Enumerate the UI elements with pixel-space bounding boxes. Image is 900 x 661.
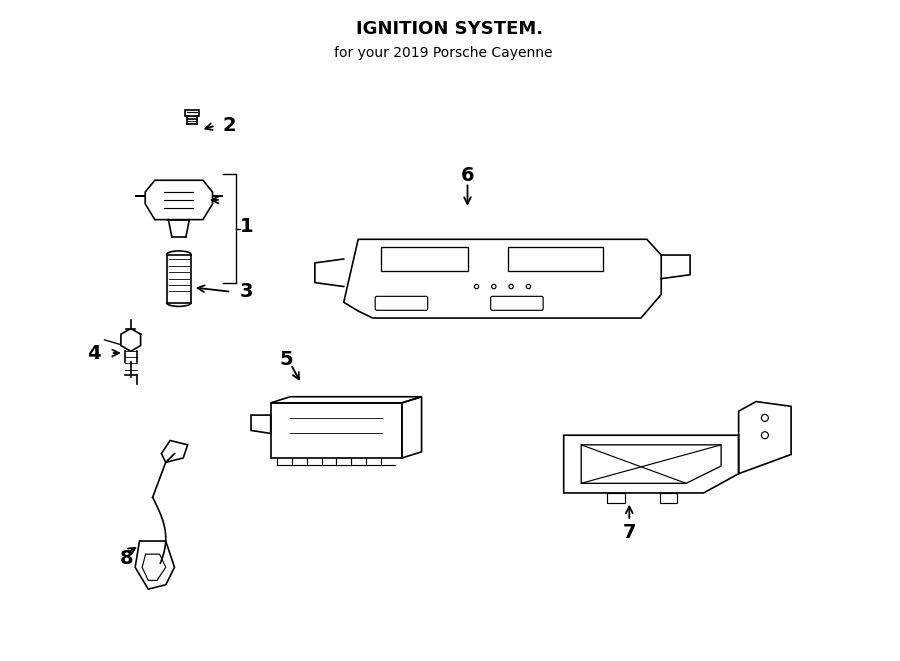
Text: IGNITION SYSTEM.: IGNITION SYSTEM. — [356, 20, 544, 38]
Text: 8: 8 — [120, 549, 133, 568]
Text: 3: 3 — [240, 282, 254, 301]
Text: for your 2019 Porsche Cayenne: for your 2019 Porsche Cayenne — [334, 46, 566, 60]
Text: 6: 6 — [461, 166, 474, 185]
Text: 2: 2 — [222, 116, 236, 135]
Text: 5: 5 — [280, 350, 293, 369]
Text: 4: 4 — [87, 344, 101, 362]
Text: 7: 7 — [623, 523, 636, 542]
Text: 1: 1 — [240, 217, 254, 236]
